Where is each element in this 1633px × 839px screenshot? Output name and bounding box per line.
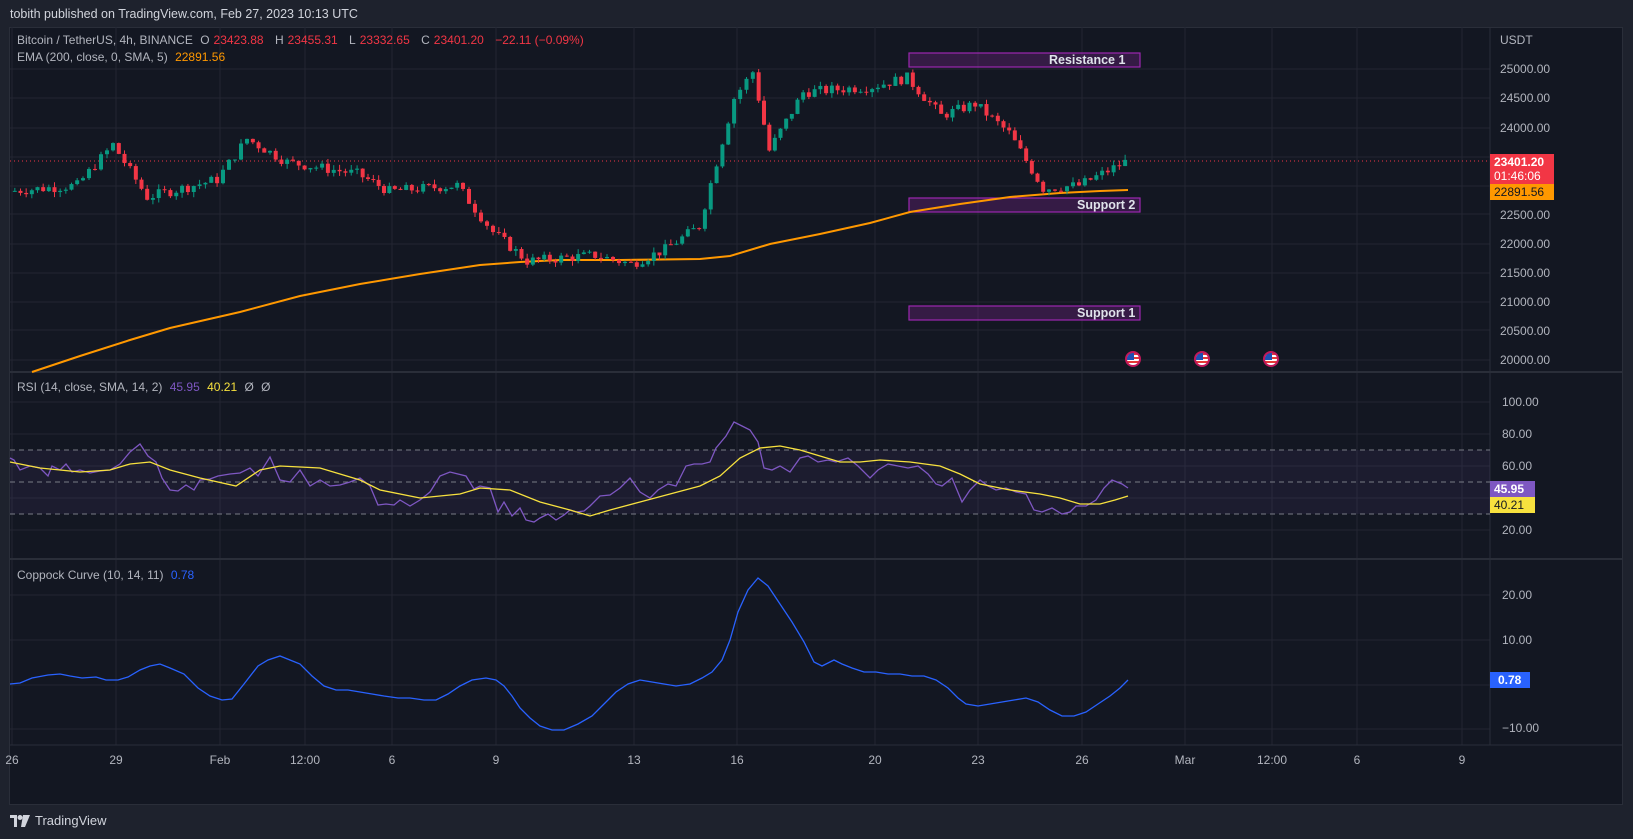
chart-canvas[interactable] xyxy=(0,0,1633,806)
support-1-label: Support 1 xyxy=(1077,306,1136,320)
time-tick: 16 xyxy=(730,753,744,767)
publish-info: tobith published on TradingView.com, Feb… xyxy=(10,7,358,21)
rsi-value-tag: 45.95 xyxy=(1490,481,1535,497)
time-tick: 20 xyxy=(868,753,882,767)
support-2-label: Support 2 xyxy=(1077,198,1136,212)
rsi-label: RSI (14, close, SMA, 14, 2) xyxy=(17,380,163,394)
ema-legend[interactable]: EMA (200, close, 0, SMA, 5) 22891.56 xyxy=(17,50,229,64)
coppock-value: 0.78 xyxy=(170,568,195,582)
change-value: −22.11 (−0.09%) xyxy=(495,33,584,47)
economic-event-flag-icon[interactable] xyxy=(1125,351,1141,367)
time-tick: 12:00 xyxy=(1256,753,1288,767)
time-grid xyxy=(11,27,1463,745)
close-value: 23401.20 xyxy=(433,33,484,47)
coppock-legend[interactable]: Coppock Curve (10, 14, 11) 0.78 xyxy=(17,568,198,582)
high-label: H xyxy=(274,33,284,47)
time-tick: 6 xyxy=(1353,753,1361,767)
symbol-name: Bitcoin / TetherUS, 4h, BINANCE xyxy=(17,33,193,47)
tradingview-brand[interactable]: TradingView xyxy=(10,813,107,828)
coppock-value-tag: 0.78 xyxy=(1490,672,1530,688)
rsi-extra-2: Ø xyxy=(261,380,271,394)
brand-name: TradingView xyxy=(35,813,107,828)
economic-event-flag-icon[interactable] xyxy=(1263,351,1279,367)
rsi-tick: 60.00 xyxy=(1502,459,1533,473)
time-tick: 6 xyxy=(388,753,396,767)
rsi-levels xyxy=(10,449,1490,515)
zones[interactable] xyxy=(908,52,1141,321)
support-2-zone[interactable] xyxy=(908,197,1141,213)
resistance-1-label: Resistance 1 xyxy=(1049,53,1126,67)
ema-value: 22891.56 xyxy=(175,50,226,64)
price-tick: 22000.00 xyxy=(1500,237,1551,251)
coppock-label: Coppock Curve (10, 14, 11) xyxy=(17,568,164,582)
time-tick: 12:00 xyxy=(289,753,321,767)
ema-price-tag: 22891.56 xyxy=(1490,184,1554,200)
coppock-tick: 10.00 xyxy=(1502,633,1533,647)
last-price-tag: 23401.20 01:46:06 xyxy=(1490,154,1554,184)
rsi-tick: 20.00 xyxy=(1502,523,1533,537)
rsi-line xyxy=(9,421,1129,523)
low-label: L xyxy=(349,33,356,47)
coppock-tick: −10.00 xyxy=(1502,721,1540,735)
time-tick: 9 xyxy=(492,753,500,767)
publish-header: tobith published on TradingView.com, Feb… xyxy=(0,0,1633,27)
close-label: C xyxy=(421,33,430,47)
tradingview-logo-icon xyxy=(10,814,30,827)
price-grid xyxy=(10,68,1490,730)
time-tick: Feb xyxy=(209,753,231,767)
price-tick: 20500.00 xyxy=(1500,324,1551,338)
coppock-tick: 20.00 xyxy=(1502,588,1533,602)
low-value: 23332.65 xyxy=(359,33,410,47)
support-1-zone[interactable] xyxy=(908,305,1141,321)
price-tick: 25000.00 xyxy=(1500,62,1551,76)
price-tick: 22500.00 xyxy=(1500,208,1551,222)
price-tick: 21000.00 xyxy=(1500,295,1551,309)
open-value: 23423.88 xyxy=(213,33,264,47)
price-tick: 21500.00 xyxy=(1500,266,1551,280)
rsi-value: 45.95 xyxy=(169,380,200,394)
rsi-sma-value: 40.21 xyxy=(207,380,238,394)
rsi-extra-1: Ø xyxy=(244,380,254,394)
rsi-sma-line xyxy=(9,445,1129,517)
coppock-line xyxy=(9,577,1129,731)
time-tick: 9 xyxy=(1458,753,1466,767)
rsi-tick: 80.00 xyxy=(1502,427,1533,441)
currency-label: USDT xyxy=(1500,33,1533,47)
time-tick: Mar xyxy=(1174,753,1196,767)
economic-event-flag-icon[interactable] xyxy=(1194,351,1210,367)
time-tick: 23 xyxy=(971,753,985,767)
ema-line xyxy=(31,189,1129,373)
rsi-legend[interactable]: RSI (14, close, SMA, 14, 2) 45.95 40.21 … xyxy=(17,380,275,394)
time-tick: 29 xyxy=(109,753,123,767)
footer: TradingView xyxy=(0,806,1633,839)
price-tick: 24500.00 xyxy=(1500,91,1551,105)
resistance-1-zone[interactable] xyxy=(908,52,1141,68)
last-price-value: 23401.20 xyxy=(1494,155,1545,169)
ema-label: EMA (200, close, 0, SMA, 5) xyxy=(17,50,168,64)
bar-countdown: 01:46:06 xyxy=(1494,169,1541,183)
open-label: O xyxy=(200,33,210,47)
time-tick: 13 xyxy=(627,753,641,767)
time-tick: 26 xyxy=(5,753,19,767)
high-value: 23455.31 xyxy=(287,33,338,47)
candlesticks[interactable] xyxy=(12,69,1128,270)
rsi-sma-tag: 40.21 xyxy=(1490,497,1535,513)
price-tick: 20000.00 xyxy=(1500,353,1551,367)
time-tick: 26 xyxy=(1075,753,1089,767)
symbol-legend[interactable]: Bitcoin / TetherUS, 4h, BINANCE O 23423.8… xyxy=(17,33,588,47)
price-tick: 24000.00 xyxy=(1500,121,1551,135)
rsi-tick: 100.00 xyxy=(1502,395,1539,409)
